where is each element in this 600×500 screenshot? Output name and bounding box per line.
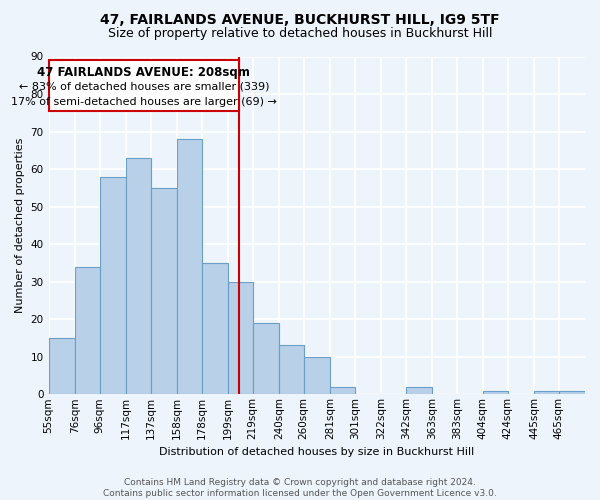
Text: 17% of semi-detached houses are larger (69) →: 17% of semi-detached houses are larger (… (11, 98, 277, 108)
Text: Size of property relative to detached houses in Buckhurst Hill: Size of property relative to detached ho… (108, 28, 492, 40)
Bar (406, 387, 432, 394)
Bar (100, 176, 126, 394)
Bar (202, 263, 228, 394)
Bar (534, 390, 559, 394)
Text: 47, FAIRLANDS AVENUE, BUCKHURST HILL, IG9 5TF: 47, FAIRLANDS AVENUE, BUCKHURST HILL, IG… (100, 12, 500, 26)
Bar (74, 266, 100, 394)
Bar (49, 338, 74, 394)
Bar (559, 390, 585, 394)
Bar (126, 158, 151, 394)
Text: 47 FAIRLANDS AVENUE: 208sqm: 47 FAIRLANDS AVENUE: 208sqm (37, 66, 250, 79)
Bar (279, 346, 304, 395)
Bar (483, 390, 508, 394)
Bar (253, 323, 279, 394)
Bar (228, 282, 253, 395)
Bar (177, 139, 202, 394)
X-axis label: Distribution of detached houses by size in Buckhurst Hill: Distribution of detached houses by size … (159, 448, 475, 458)
FancyBboxPatch shape (49, 60, 239, 111)
Bar (151, 188, 177, 394)
Text: ← 83% of detached houses are smaller (339): ← 83% of detached houses are smaller (33… (19, 82, 269, 92)
Text: Contains HM Land Registry data © Crown copyright and database right 2024.
Contai: Contains HM Land Registry data © Crown c… (103, 478, 497, 498)
Y-axis label: Number of detached properties: Number of detached properties (15, 138, 25, 313)
Bar (304, 356, 330, 395)
Bar (330, 387, 355, 394)
